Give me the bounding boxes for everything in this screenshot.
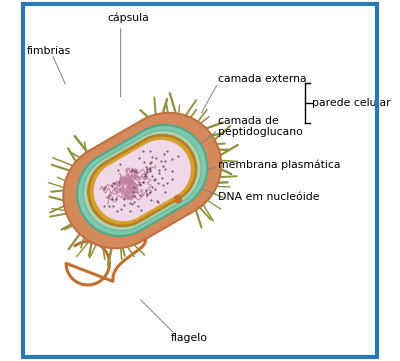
Text: camada externa: camada externa — [218, 74, 307, 84]
Text: parede celular: parede celular — [312, 98, 390, 108]
Text: fimbrias: fimbrias — [27, 45, 71, 56]
Text: flagelo: flagelo — [171, 332, 208, 343]
Text: cápsula: cápsula — [107, 13, 149, 23]
Text: camada de
peptidoglucano: camada de peptidoglucano — [218, 116, 303, 137]
Polygon shape — [77, 125, 207, 236]
Polygon shape — [83, 130, 201, 231]
Circle shape — [174, 195, 182, 203]
Text: membrana plasmática: membrana plasmática — [218, 159, 340, 170]
Polygon shape — [63, 113, 221, 248]
Text: DNA em nucleóide: DNA em nucleóide — [218, 192, 320, 202]
Polygon shape — [94, 140, 191, 221]
Polygon shape — [88, 135, 196, 226]
